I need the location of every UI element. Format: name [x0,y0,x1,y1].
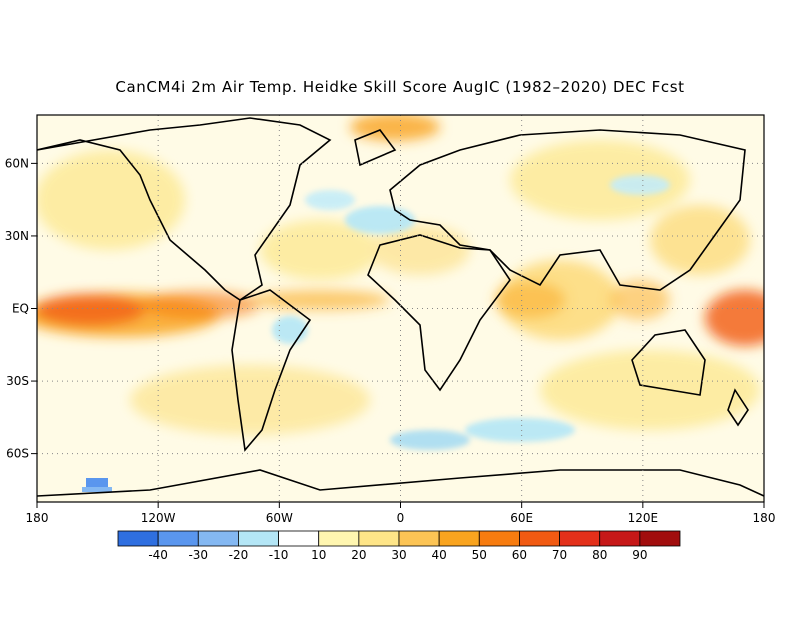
grid-lines [37,115,764,502]
colorbar-swatch [519,530,560,547]
latitude-axis: 60N 30N EQ 30S 60S [5,156,37,461]
lat-tick-label: 60N [5,156,29,170]
colorbar-label: 70 [552,548,567,562]
colorbar-label: 10 [311,548,326,562]
colorbar-label: -20 [229,548,249,562]
colorbar-swatch [639,530,681,547]
colorbar-swatch [238,530,279,547]
colorbar-swatch [478,530,520,547]
lon-tick-label: 120E [628,511,659,525]
colorbar-swatch [398,530,440,547]
colorbar-swatch [438,530,480,547]
coastlines [37,117,764,497]
lon-tick-label: 60E [510,511,533,525]
colorbar-label: -10 [269,548,289,562]
colorbar-label: 20 [351,548,366,562]
colorbar-label: -40 [148,548,168,562]
colorbar-label: -30 [188,548,208,562]
lon-tick-label: 60W [266,511,293,525]
colorbar-label: 60 [512,548,527,562]
colorbar: -40 -30 -20 -10 10 20 30 40 50 60 70 80 90 [117,530,681,562]
colorbar-swatch [358,530,400,547]
lon-tick-label: 180 [26,511,49,525]
lon-tick-label: 0 [397,511,405,525]
lat-tick-label: 30N [5,229,29,243]
colorbar-swatch [278,530,320,547]
colorbar-swatch [559,530,601,547]
colorbar-swatch [197,530,239,547]
colorbar-label: 40 [432,548,447,562]
colorbar-swatch [599,530,641,547]
lon-tick-label: 180 [753,511,776,525]
colorbar-label: 50 [472,548,487,562]
lon-tick-label: 120W [141,511,176,525]
colorbar-swatch [318,530,360,547]
lat-tick-label: 60S [6,447,29,461]
colorbar-swatch [157,530,199,547]
colorbar-label: 90 [632,548,647,562]
colorbar-label: 30 [391,548,406,562]
chart-title: CanCM4i 2m Air Temp. Heidke Skill Score … [115,78,685,96]
lat-tick-label: EQ [12,302,29,316]
colorbar-swatch [117,530,159,547]
longitude-axis: 180 120W 60W 0 60E 120E 180 [26,502,776,525]
lat-tick-label: 30S [6,374,29,388]
colorbar-label: 80 [592,548,607,562]
